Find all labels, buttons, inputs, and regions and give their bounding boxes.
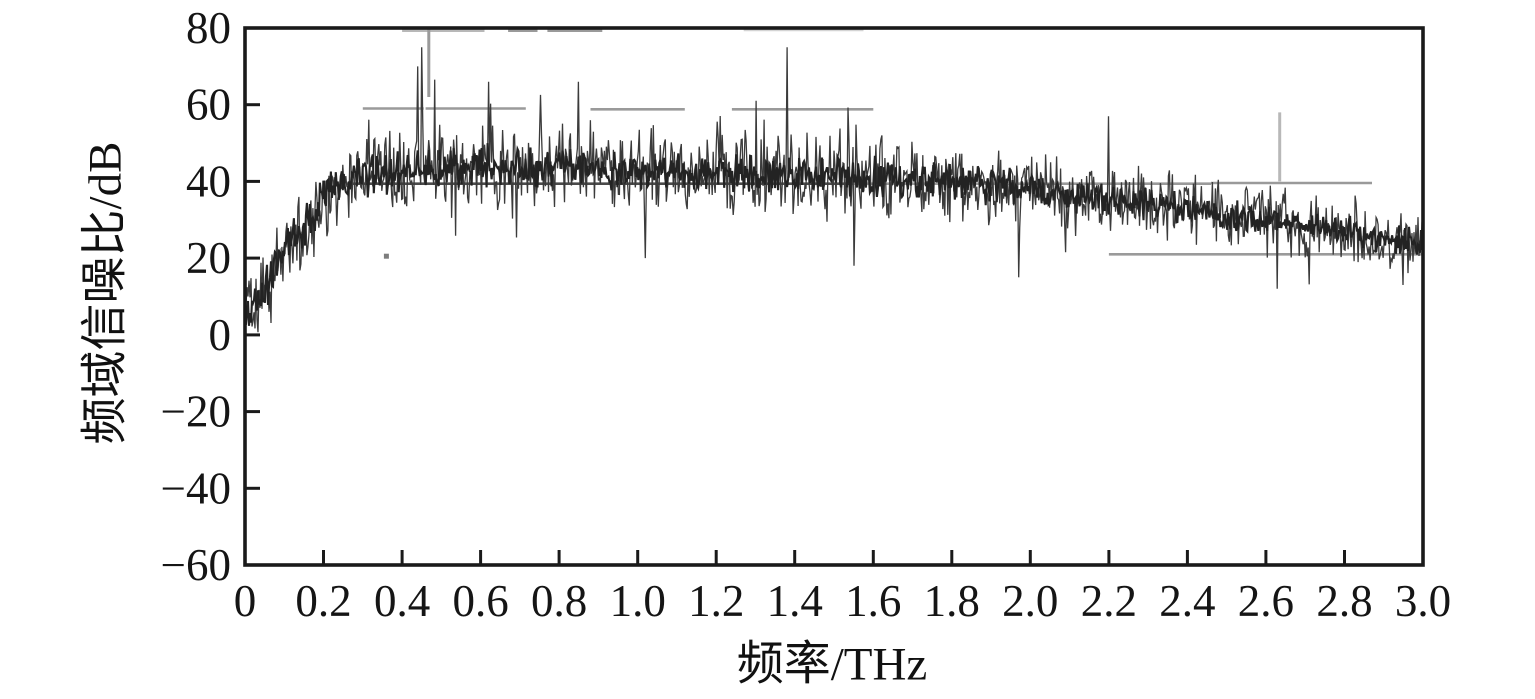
x-tick-label: 0.6 bbox=[452, 576, 508, 626]
x-tick-label: 0.4 bbox=[374, 576, 430, 626]
y-tick-label: −60 bbox=[161, 540, 231, 590]
x-tick-label: 1.8 bbox=[924, 576, 980, 626]
x-tick-label: 2.0 bbox=[1002, 576, 1058, 626]
x-tick-label: 0.2 bbox=[295, 576, 351, 626]
x-tick-label: 3.0 bbox=[1395, 576, 1451, 626]
x-tick-label: 2.2 bbox=[1081, 576, 1137, 626]
plot-frame bbox=[243, 26, 1425, 567]
x-tick-label: 2.6 bbox=[1238, 576, 1294, 626]
x-tick-label: 1.4 bbox=[767, 576, 823, 626]
stray-dot bbox=[383, 253, 389, 259]
y-tick-label: 20 bbox=[186, 233, 231, 283]
x-tick-label: 0.8 bbox=[531, 576, 587, 626]
snr-core-trace bbox=[244, 143, 1424, 326]
y-axis-title: 频域信噪比/dB bbox=[79, 141, 132, 445]
y-tick-label: 60 bbox=[186, 80, 231, 130]
y-tick-label: 40 bbox=[186, 156, 231, 206]
x-tick-label: 1.2 bbox=[688, 576, 744, 626]
x-axis-title: 频率/THz bbox=[736, 638, 928, 691]
x-tick-label: 1.6 bbox=[845, 576, 901, 626]
y-tick-label: 80 bbox=[186, 3, 231, 53]
x-tick-label: 1.0 bbox=[610, 576, 666, 626]
x-tick-label: 2.4 bbox=[1159, 576, 1215, 626]
y-tick-label: 0 bbox=[209, 310, 232, 360]
y-tick-label: −20 bbox=[161, 387, 231, 437]
y-tick-label: −40 bbox=[161, 463, 231, 513]
snr-noise-trace bbox=[244, 47, 1424, 333]
x-tick-label: 0 bbox=[234, 576, 257, 626]
x-tick-label: 2.8 bbox=[1316, 576, 1372, 626]
